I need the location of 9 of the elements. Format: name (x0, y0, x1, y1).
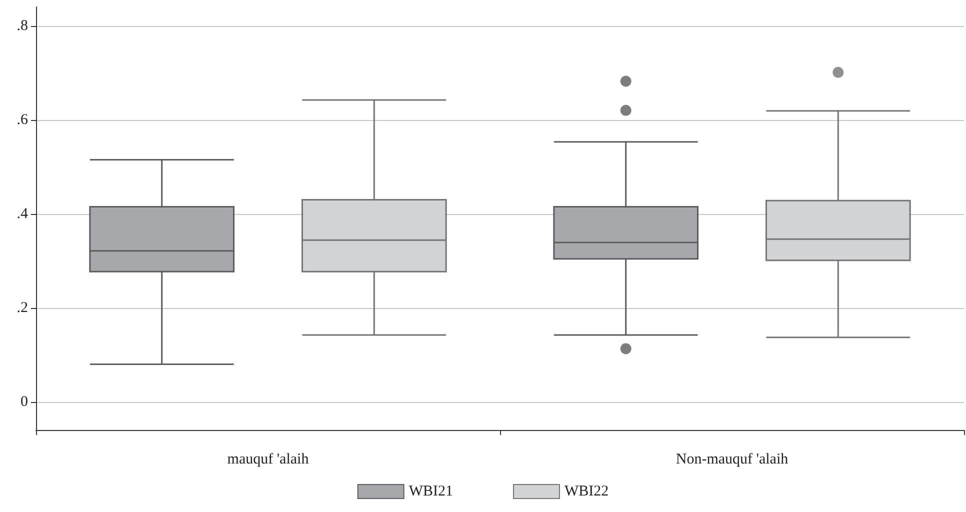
y-tick-label: 0 (20, 394, 28, 410)
y-tick-label: .6 (16, 112, 28, 128)
x-tick-label: Non-mauquf 'alaih (676, 452, 789, 468)
x-tick-label: mauquf 'alaih (227, 452, 310, 468)
legend-label: WBI22 (564, 484, 609, 500)
legend-label: WBI21 (408, 484, 454, 500)
y-tick-label: .8 (16, 18, 28, 34)
y-tick-label: .2 (16, 300, 28, 316)
y-tick-label: .4 (16, 206, 28, 222)
